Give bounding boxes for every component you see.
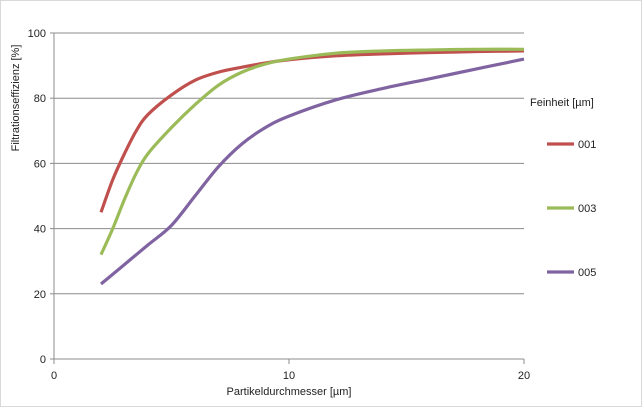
- series-line-005: [99, 57, 525, 286]
- y-tick-label: 40: [34, 224, 46, 236]
- y-axis-title: Filtrationseffizienz [%]: [10, 45, 22, 152]
- x-tick-label: 10: [283, 370, 295, 382]
- y-tick-label: 100: [28, 28, 46, 40]
- legend-title: Feinheit [µm]: [530, 97, 594, 109]
- series-line-003: [99, 47, 525, 256]
- y-tick-label: 80: [34, 93, 46, 105]
- x-tick-label: 0: [51, 370, 57, 382]
- series-line-001: [99, 49, 525, 213]
- legend-label-005: 005: [578, 267, 596, 279]
- gridlines: [54, 32, 524, 295]
- y-tick-label: 0: [40, 354, 46, 366]
- y-tick-label: 20: [34, 289, 46, 301]
- x-axis-title: Partikeldurchmesser [µm]: [227, 386, 352, 398]
- legend: Feinheit [µm] 001 003 005: [530, 97, 596, 279]
- series-lines: [99, 47, 525, 286]
- legend-label-003: 003: [578, 203, 596, 215]
- y-tick-label: 60: [34, 158, 46, 170]
- axes: 0 20 40 60 80 100 0 10 20: [28, 28, 530, 382]
- x-tick-label: 20: [518, 370, 530, 382]
- legend-label-001: 001: [578, 139, 596, 151]
